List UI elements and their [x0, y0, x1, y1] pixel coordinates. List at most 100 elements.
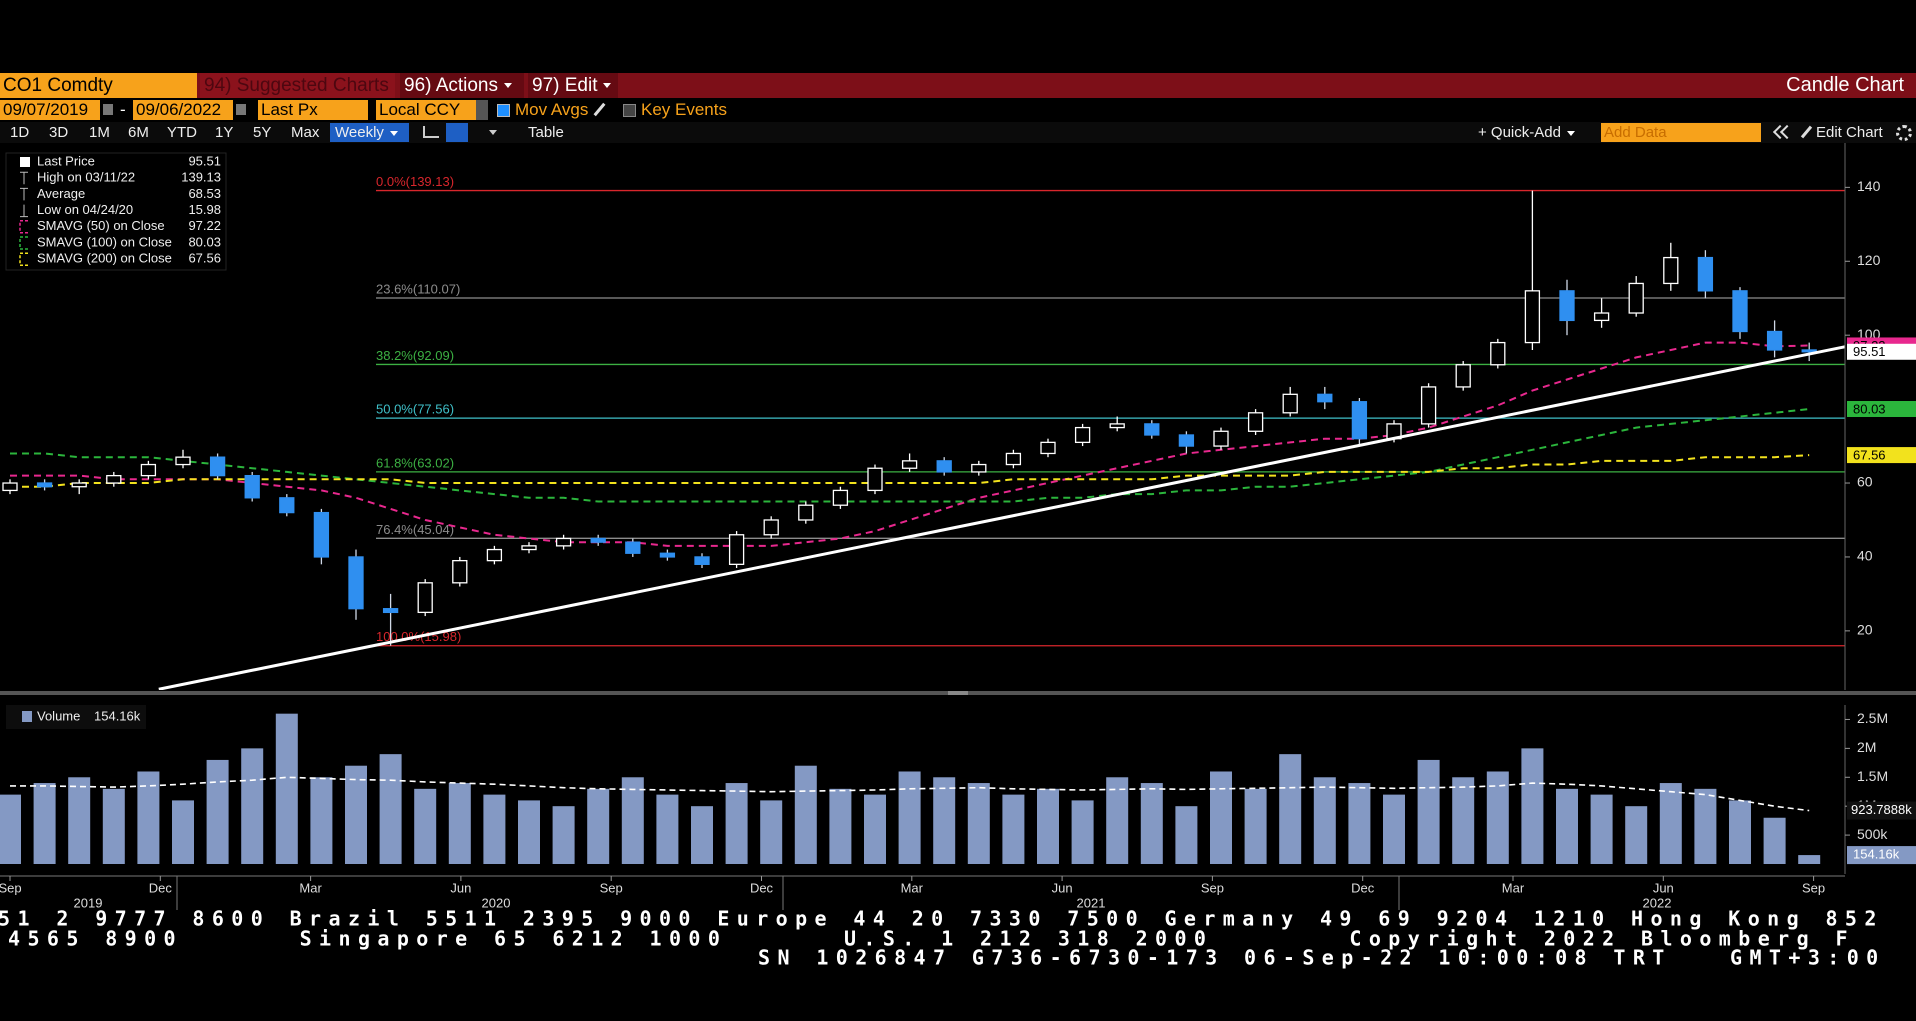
mov-avgs-option[interactable]: Mov Avgs	[515, 100, 589, 119]
volume-bar	[1452, 777, 1475, 864]
candle-body	[417, 582, 433, 614]
menu-text: 97) Edit	[532, 75, 598, 96]
volume-bar	[1140, 783, 1163, 864]
candle-body	[1005, 452, 1022, 466]
dropdown-button[interactable]	[476, 100, 488, 120]
candle-body	[901, 460, 918, 469]
x-tick-label: Mar	[299, 880, 322, 895]
legend: Last Price 95.51 High on 03/11/22 139.13 Ave…	[5, 152, 227, 271]
edit-chart-button[interactable]: Edit Chart	[1816, 124, 1883, 141]
sma100-tag-bg	[1847, 400, 1916, 417]
y-tick-label: 60	[1857, 474, 1873, 490]
candle-chart-icon[interactable]	[446, 123, 468, 142]
fib-label: 0.0%(139.13)	[376, 174, 454, 189]
volume-average-tag-bg	[1847, 801, 1916, 820]
candle-body	[1628, 282, 1644, 314]
x-tick-label: Dec	[1351, 880, 1375, 895]
table-button[interactable]: Table	[528, 124, 564, 141]
period-button[interactable]: 1Y	[215, 124, 234, 141]
suggested-charts-menu[interactable]: 94) Suggested Charts	[200, 73, 395, 98]
volume-bar	[1486, 771, 1509, 864]
candle-body	[140, 463, 157, 477]
calendar-icon[interactable]	[236, 104, 246, 115]
volume-bar	[967, 783, 990, 864]
volume-bar	[172, 800, 194, 864]
volume-y-tick-label: 1.5M	[1857, 768, 1888, 784]
legend-name: High on 03/11/22	[37, 170, 135, 185]
legend-name: SMAVG (200) on Close	[37, 251, 172, 266]
calendar-icon[interactable]	[103, 104, 113, 115]
volume-last-tag-bg	[1847, 846, 1916, 865]
volume-bar	[587, 788, 610, 864]
caret[interactable]	[489, 130, 497, 135]
pencil-icon[interactable]	[1800, 125, 1813, 139]
period-button[interactable]: 1M	[89, 124, 110, 141]
volume-average-tag: 923.7888k	[1851, 802, 1912, 817]
volume-bar	[1763, 817, 1786, 864]
candle-body	[279, 497, 295, 514]
last-price-tag: 95.51	[1853, 344, 1886, 359]
period-button[interactable]: 5Y	[253, 124, 272, 141]
add-data-input[interactable]: Add Data	[1601, 123, 1761, 142]
y-tick-label: 120	[1857, 252, 1881, 268]
volume-bar	[725, 783, 748, 864]
x-tick-label: Mar	[1502, 880, 1525, 895]
settings-icon[interactable]	[1896, 125, 1912, 141]
frequency-select[interactable]: Weekly	[330, 123, 409, 142]
moving-average-line	[10, 408, 1810, 503]
candle-body	[1109, 423, 1125, 429]
key-events-option[interactable]: Key Events	[641, 100, 727, 119]
menu-text: 96) Actions	[404, 75, 498, 96]
volume-legend-icon	[22, 711, 32, 722]
checkbox-checked[interactable]	[497, 104, 510, 117]
candle-body	[1524, 290, 1541, 344]
actions-menu[interactable]: 96) Actions	[400, 73, 524, 98]
candle-body	[1247, 412, 1264, 432]
volume-bar	[1798, 855, 1821, 864]
pencil-icon[interactable]	[593, 102, 606, 117]
fib-label: 38.2%(92.09)	[376, 348, 454, 363]
volume-legend-name: Volume	[37, 708, 80, 723]
sma200-tag-bg	[1847, 447, 1916, 464]
start-date[interactable]: 09/07/2019	[0, 100, 100, 120]
volume-bar	[518, 800, 540, 864]
field-select[interactable]: Last Px	[258, 100, 368, 120]
candle-body	[348, 556, 364, 610]
candle-body	[452, 559, 468, 584]
fib-label: 76.4%(45.04)	[376, 522, 454, 537]
legend-value: 139.13	[181, 170, 221, 185]
candle-body	[521, 545, 537, 551]
period-button[interactable]: YTD	[167, 124, 197, 141]
candle-body	[936, 460, 952, 473]
volume-bar	[1625, 806, 1648, 864]
candle-body	[1420, 386, 1437, 425]
period-button[interactable]: Max	[291, 124, 320, 141]
x-tick-label: Sep	[1802, 880, 1825, 895]
x-tick-label: Dec	[149, 880, 173, 895]
end-date[interactable]: 09/06/2022	[133, 100, 233, 120]
line-chart-icon[interactable]	[423, 126, 439, 138]
period-button[interactable]: 6M	[128, 124, 149, 141]
plot-area: 0.0%(139.13) 23.6%(110.07) 38.2%(92.09) 50.…	[2, 174, 1845, 690]
legend-name: SMAVG (50) on Close	[37, 218, 165, 233]
period-button[interactable]: 3D	[49, 124, 69, 141]
year-label: 2019	[74, 895, 103, 910]
volume-bar	[1071, 800, 1094, 864]
volume-bar	[1659, 783, 1682, 864]
volume-last-tag: 154.16k	[1853, 847, 1900, 862]
edit-menu[interactable]: 97) Edit	[528, 73, 618, 98]
volume-bar	[1175, 806, 1198, 864]
volume-bar	[1590, 794, 1613, 864]
quick-add-button[interactable]: + Quick-Add	[1478, 123, 1575, 142]
chart-type: Candle Chart	[1786, 74, 1904, 96]
currency-select[interactable]: Local CCY	[376, 100, 476, 120]
checkbox[interactable]	[623, 104, 636, 117]
legend-value: 97.22	[188, 218, 221, 233]
sma100-tag: 80.03	[1853, 401, 1886, 416]
x-tick-label: Dec	[750, 880, 774, 895]
y-tick-label: 140	[1857, 178, 1881, 194]
period-button[interactable]: 1D	[10, 124, 30, 141]
security-field[interactable]: CO1 Comdty	[0, 73, 197, 98]
candle-body	[313, 511, 330, 558]
